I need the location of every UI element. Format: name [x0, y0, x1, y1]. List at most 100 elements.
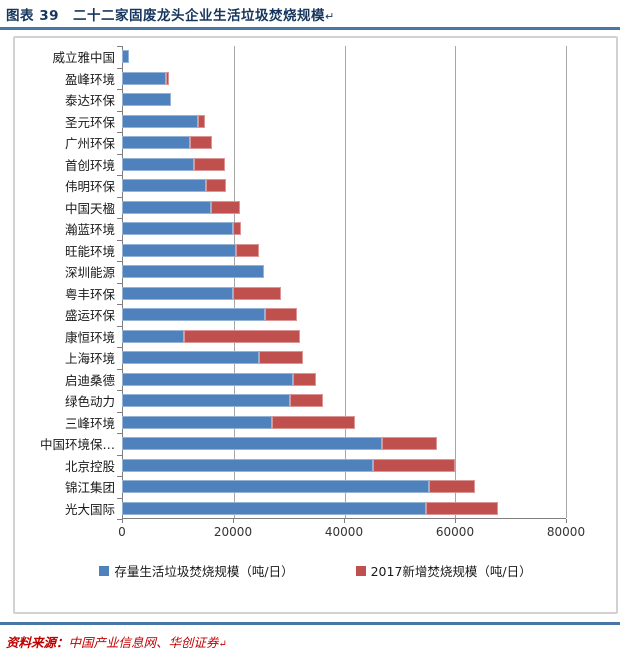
bar-row: 首创环境 [15, 154, 616, 176]
x-tick-label: 60000 [435, 525, 475, 539]
category-tick [117, 368, 123, 370]
x-tick-mark [566, 519, 567, 523]
category-label: 旺能环境 [64, 243, 115, 259]
gridline-layer [117, 46, 567, 520]
category-label: 粤丰环保 [64, 286, 115, 302]
bar-segment-new [381, 437, 437, 451]
category-tick [117, 46, 123, 47]
bar-row: 盛运环保 [15, 304, 616, 326]
x-tick-mark [455, 519, 456, 523]
bar-segment-base [122, 114, 199, 128]
paragraph-mark-icon: ↵ [218, 639, 227, 650]
bar-segment-base [122, 372, 294, 386]
category-label: 中国环境保… [39, 437, 115, 453]
category-label: 泰达环保 [64, 93, 115, 109]
x-axis: 0 20000 40000 60000 80000 [118, 519, 585, 545]
bar-row: 三峰环境 [15, 412, 616, 434]
category-label: 首创环境 [64, 157, 115, 173]
bar-segment-new [235, 243, 259, 257]
category-label: 深圳能源 [64, 265, 115, 281]
bar-track [122, 265, 566, 279]
bar-segment-new [373, 458, 455, 472]
bar-track [122, 222, 566, 236]
bar-segment-base [122, 93, 171, 107]
bar-segment-base [122, 71, 166, 85]
x-tick-mark [233, 519, 234, 523]
category-tick [117, 89, 123, 90]
bar-segment-new [198, 114, 205, 128]
bar-row: 启迪桑德 [15, 369, 616, 391]
bar-segment-base [122, 394, 291, 408]
category-tick [117, 390, 123, 391]
bar-row: 绿色动力 [15, 390, 616, 412]
bar-track [122, 157, 566, 171]
bar-segment-base [122, 308, 266, 322]
category-label: 北京控股 [64, 458, 115, 474]
bar-segment-new [265, 308, 298, 322]
legend-swatch-icon [99, 565, 110, 576]
bar-track [122, 501, 566, 515]
vertical-gridline [344, 46, 346, 518]
chart-plot-area: 威立雅中国 盈峰环境 泰达环保 圣元环保 广州环保 首创环境 伟明环保 中国天楹 瀚蓝环境 旺能环… [15, 46, 616, 520]
legend-label: 存量生活垃圾焚烧规模（吨/日） [114, 564, 294, 579]
bar-track [122, 329, 566, 343]
bar-segment-base [122, 415, 272, 429]
bar-row: 粤丰环保 [15, 283, 616, 305]
category-tick [117, 132, 123, 133]
bar-segment-base [122, 50, 130, 64]
bar-track [122, 480, 566, 494]
category-tick [117, 239, 123, 241]
bar-segment-new [233, 222, 241, 236]
x-tick-label: 20000 [213, 525, 253, 539]
bar-track [122, 71, 566, 85]
category-tick [117, 153, 123, 155]
paragraph-mark-icon: ↵ [325, 10, 335, 23]
bar-segment-base [122, 179, 206, 193]
bar-row: 瀚蓝环境 [15, 218, 616, 240]
bar-segment-new [183, 329, 300, 343]
bar-segment-base [122, 157, 194, 171]
bar-row: 广州环保 [15, 132, 616, 154]
category-label: 锦江集团 [64, 480, 115, 496]
bar-row: 伟明环保 [15, 175, 616, 197]
category-label: 中国天楹 [64, 200, 115, 216]
bar-row: 盈峰环境 [15, 68, 616, 90]
bar-segment-base [122, 501, 427, 515]
x-tick-mark [122, 519, 123, 523]
x-tick-label: 40000 [324, 525, 364, 539]
bar-row: 旺能环境 [15, 240, 616, 262]
bar-segment-new [258, 351, 304, 365]
category-tick [117, 218, 123, 219]
category-label: 三峰环境 [64, 415, 115, 431]
category-label: 康恒环境 [64, 329, 115, 345]
figure-title-text: 图表 39 二十二家固废龙头企业生活垃圾焚烧规模 [6, 8, 325, 24]
category-tick [117, 433, 123, 434]
bar-track [122, 372, 566, 386]
legend-label: 2017新增焚烧规模（吨/日） [370, 564, 532, 579]
bar-track [122, 243, 566, 257]
bar-segment-new [426, 501, 498, 515]
bar-track [122, 308, 566, 322]
bar-segment-new [165, 71, 170, 85]
x-tick-label: 80000 [546, 525, 586, 539]
vertical-gridline [233, 46, 235, 518]
category-label: 威立雅中国 [52, 50, 115, 66]
bar-segment-base [122, 200, 211, 214]
bar-row: 深圳能源 [15, 261, 616, 283]
category-label: 伟明环保 [64, 179, 115, 195]
bar-segment-base [122, 458, 374, 472]
category-label: 绿色动力 [64, 394, 115, 410]
footer-rule [0, 622, 620, 625]
figure-title: 图表 39 二十二家固废龙头企业生活垃圾焚烧规模↵ [6, 8, 335, 24]
category-tick [117, 67, 123, 69]
figure-header: 图表 39 二十二家固废龙头企业生活垃圾焚烧规模↵ [0, 0, 620, 30]
bar-row: 康恒环境 [15, 326, 616, 348]
bar-segment-new [233, 286, 282, 300]
category-tick [117, 519, 123, 520]
bar-row: 泰达环保 [15, 89, 616, 111]
bar-track [122, 114, 566, 128]
category-tick [117, 497, 123, 499]
chart-legend: 存量生活垃圾焚烧规模（吨/日） 2017新增焚烧规模（吨/日） [15, 561, 616, 580]
legend-item: 2017新增焚烧规模（吨/日） [355, 561, 532, 580]
